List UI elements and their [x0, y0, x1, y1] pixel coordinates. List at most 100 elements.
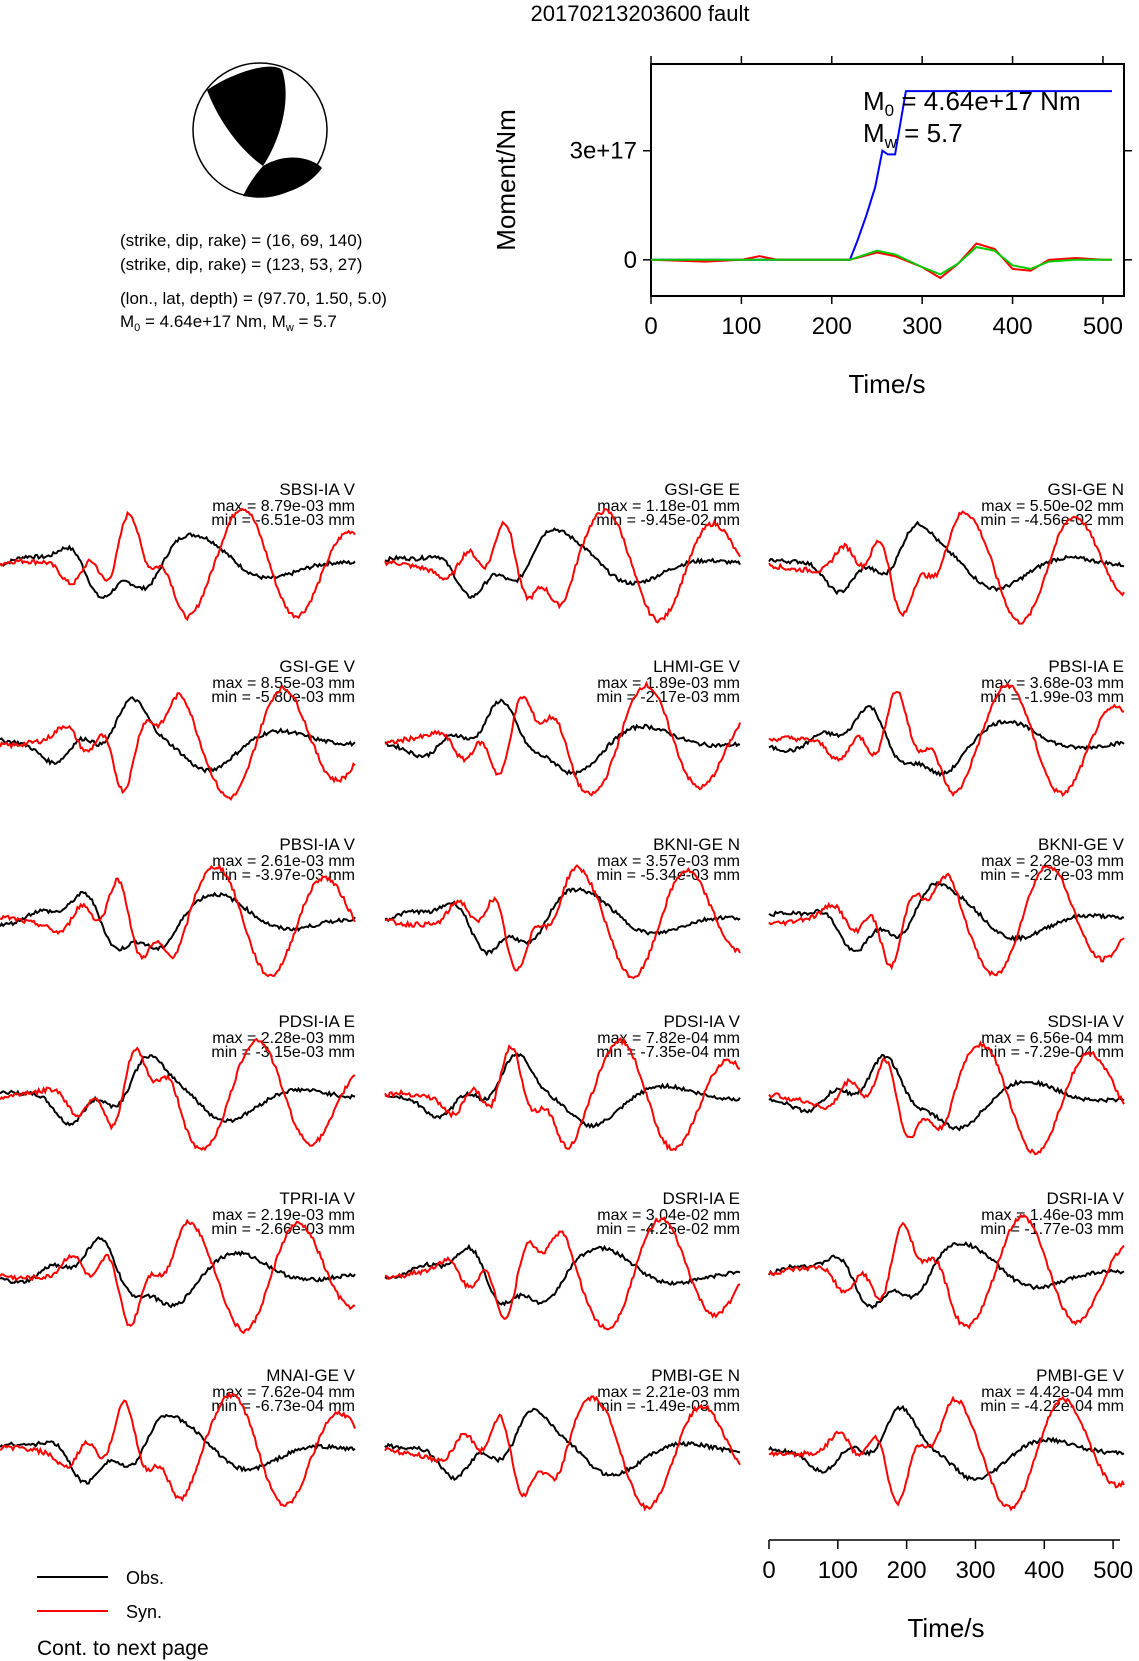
min-amplitude-label: min = -1.77e-03 mm	[980, 1221, 1124, 1238]
moment-xtick-label-5: 500	[1083, 313, 1123, 340]
max-amplitude-label: max = 7.82e-04 mm	[597, 1030, 740, 1047]
obs-trace	[768, 1241, 1125, 1310]
mechanism-text: (strike, dip, rake) = (16, 69, 140) (str…	[120, 231, 387, 334]
obs-trace	[384, 1243, 741, 1307]
mw-annotation: Mw = 5.7	[863, 118, 963, 152]
syn-trace	[384, 507, 741, 624]
moment-series-line-1	[650, 242, 1112, 280]
obs-trace	[384, 527, 741, 600]
station-label: MNAI-GE V	[266, 1366, 355, 1385]
max-amplitude-label: max = 8.79e-03 mm	[212, 498, 355, 515]
moment-xlabel: Time/s	[848, 369, 925, 399]
max-amplitude-label: max = 8.55e-03 mm	[212, 675, 355, 692]
station-label: PBSI-IA E	[1048, 657, 1124, 676]
max-amplitude-label: max = 2.28e-03 mm	[212, 1030, 355, 1047]
syn-trace	[384, 1216, 741, 1331]
max-amplitude-label: max = 3.57e-03 mm	[597, 853, 740, 870]
min-amplitude-label: min = -6.51e-03 mm	[211, 512, 355, 529]
min-amplitude-label: min = -7.29e-04 mm	[980, 1044, 1124, 1061]
moment-ytick-label-0: 0	[624, 247, 637, 274]
obs-trace	[0, 1054, 356, 1127]
syn-trace	[0, 684, 356, 801]
bottom-xtick-label-1: 100	[818, 1557, 858, 1584]
station-label: BKNI-GE N	[653, 835, 740, 854]
moment-xtick-label-4: 400	[993, 313, 1033, 340]
max-amplitude-label: max = 2.21e-03 mm	[597, 1384, 740, 1401]
obs-trace	[384, 698, 741, 778]
moment-xtick-label-1: 100	[721, 313, 761, 340]
continue-note: Cont. to next page	[37, 1637, 209, 1660]
obs-trace	[0, 1413, 356, 1485]
bottom-xtick-label-4: 400	[1024, 1557, 1064, 1584]
obs-trace	[0, 532, 356, 599]
syn-trace	[0, 1391, 356, 1507]
beachball-compressional-quadrant-2	[243, 157, 322, 197]
bottom-xtick-label-0: 0	[762, 1557, 775, 1584]
moment-axes-group: 0 3e+17 0 100 200 300 400 500	[570, 56, 1132, 340]
min-amplitude-label: min = -1.49e-03 mm	[596, 1398, 740, 1415]
bottom-xlabel: Time/s	[907, 1613, 984, 1643]
max-amplitude-label: max = 1.89e-03 mm	[597, 675, 740, 692]
beachball-compressional-quadrant-1	[207, 66, 286, 166]
moment-xtick-label-2: 200	[812, 313, 852, 340]
obs-trace	[768, 1404, 1125, 1482]
obs-trace	[768, 520, 1125, 596]
figure-title: 20170213203600 fault	[531, 1, 750, 26]
syn-trace	[768, 682, 1125, 798]
max-amplitude-label: max = 3.68e-03 mm	[981, 675, 1124, 692]
station-label: BKNI-GE V	[1038, 835, 1125, 854]
moment-ylabel: Moment/Nm	[491, 109, 521, 251]
min-amplitude-label: min = -2.27e-03 mm	[980, 867, 1124, 884]
syn-trace	[0, 1037, 356, 1152]
station-label: LHMI-GE V	[653, 657, 741, 676]
moment-series-line-2	[651, 246, 1112, 276]
station-label: SDSI-IA V	[1047, 1012, 1124, 1031]
max-amplitude-label: max = 1.18e-01 mm	[597, 498, 740, 515]
station-label: GSI-GE E	[664, 480, 740, 499]
max-amplitude-label: max = 6.56e-04 mm	[981, 1030, 1124, 1047]
obs-trace	[0, 890, 356, 952]
legend-syn-label: Syn.	[126, 1602, 162, 1622]
min-amplitude-label: min = -6.73e-04 mm	[211, 1398, 355, 1415]
bottom-xtick-label-3: 300	[955, 1557, 995, 1584]
moment-plot-frame	[650, 63, 1125, 297]
bottom-xtick-label-5: 500	[1093, 1557, 1133, 1584]
moment-series-line-0	[651, 90, 1112, 261]
legend: Obs. Syn.	[37, 1568, 164, 1622]
station-label: PBSI-IA V	[279, 835, 355, 854]
station-label: GSI-GE N	[1047, 480, 1124, 499]
moment-series-group	[650, 90, 1112, 280]
min-amplitude-label: min = -2.17e-03 mm	[596, 689, 740, 706]
max-amplitude-label: max = 7.62e-04 mm	[212, 1384, 355, 1401]
min-amplitude-label: min = -7.35e-04 mm	[596, 1044, 740, 1061]
max-amplitude-label: max = 2.28e-03 mm	[981, 853, 1124, 870]
station-label: DSRI-IA V	[1047, 1189, 1125, 1208]
max-amplitude-label: max = 5.50e-02 mm	[981, 498, 1124, 515]
min-amplitude-label: min = -1.99e-03 mm	[980, 689, 1124, 706]
moment-rate-panel: 03e+170 100 200 300 400 500 Moment/Nm Time/s …	[491, 56, 1132, 399]
station-label: GSI-GE V	[279, 657, 355, 676]
legend-obs-label: Obs.	[126, 1568, 164, 1588]
moment-magnitude-summary: M0 = 4.64e+17 Nm, Mw = 5.7	[120, 312, 337, 334]
obs-trace	[0, 1235, 356, 1309]
syn-trace	[768, 1040, 1125, 1156]
bottom-xtick-label-2: 200	[887, 1557, 927, 1584]
max-amplitude-label: max = 2.19e-03 mm	[212, 1207, 355, 1224]
syn-trace	[0, 507, 356, 622]
min-amplitude-label: min = -4.25e-02 mm	[596, 1221, 740, 1238]
